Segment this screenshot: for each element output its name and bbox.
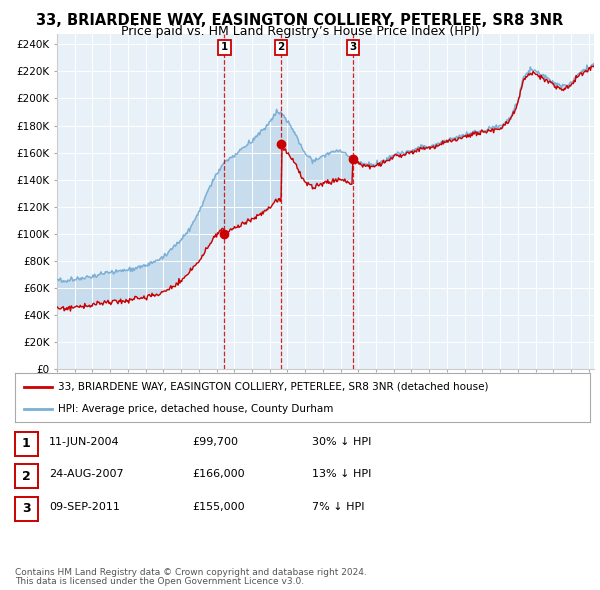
Text: 1: 1	[221, 42, 228, 52]
Text: 24-AUG-2007: 24-AUG-2007	[49, 469, 124, 479]
Text: Price paid vs. HM Land Registry’s House Price Index (HPI): Price paid vs. HM Land Registry’s House …	[121, 25, 479, 38]
Text: 3: 3	[349, 42, 356, 52]
Text: 30% ↓ HPI: 30% ↓ HPI	[312, 437, 371, 447]
Text: £155,000: £155,000	[192, 502, 245, 512]
Text: 33, BRIARDENE WAY, EASINGTON COLLIERY, PETERLEE, SR8 3NR (detached house): 33, BRIARDENE WAY, EASINGTON COLLIERY, P…	[58, 382, 488, 392]
Text: 2: 2	[22, 470, 31, 483]
Text: 11-JUN-2004: 11-JUN-2004	[49, 437, 120, 447]
Text: £166,000: £166,000	[192, 469, 245, 479]
Text: 2: 2	[278, 42, 285, 52]
Text: This data is licensed under the Open Government Licence v3.0.: This data is licensed under the Open Gov…	[15, 578, 304, 586]
Text: 33, BRIARDENE WAY, EASINGTON COLLIERY, PETERLEE, SR8 3NR: 33, BRIARDENE WAY, EASINGTON COLLIERY, P…	[37, 13, 563, 28]
Text: HPI: Average price, detached house, County Durham: HPI: Average price, detached house, Coun…	[58, 404, 334, 414]
Text: 1: 1	[22, 437, 31, 450]
Text: £99,700: £99,700	[192, 437, 238, 447]
Text: 7% ↓ HPI: 7% ↓ HPI	[312, 502, 365, 512]
Text: 3: 3	[22, 502, 31, 515]
Text: 09-SEP-2011: 09-SEP-2011	[49, 502, 120, 512]
Text: Contains HM Land Registry data © Crown copyright and database right 2024.: Contains HM Land Registry data © Crown c…	[15, 568, 367, 577]
Text: 13% ↓ HPI: 13% ↓ HPI	[312, 469, 371, 479]
